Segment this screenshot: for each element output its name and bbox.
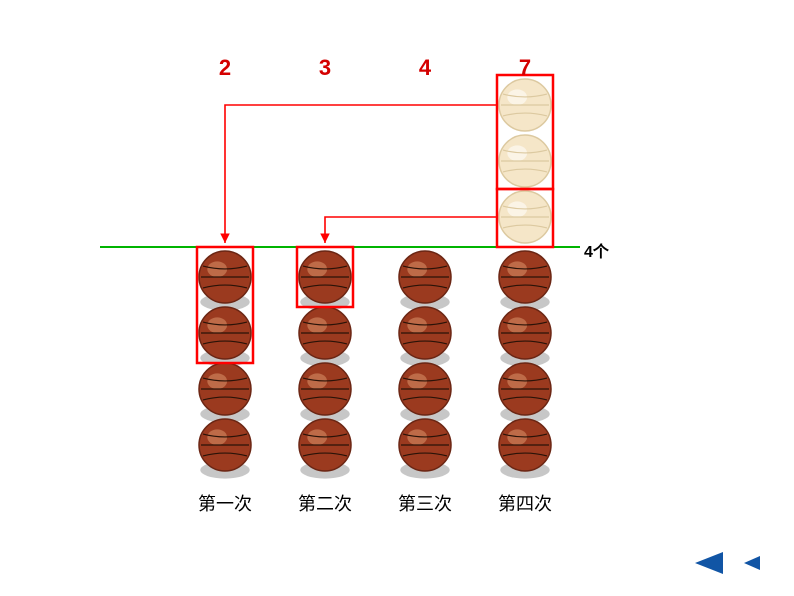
column-label: 第二次 — [298, 490, 352, 516]
basketball — [499, 307, 551, 367]
basketball-ghost — [499, 191, 551, 243]
column-count: 2 — [219, 55, 231, 81]
basketball-ghost — [499, 135, 551, 187]
basketball — [299, 307, 351, 367]
transfer-arrow — [325, 217, 497, 243]
column-label: 第四次 — [498, 490, 552, 516]
column-label: 第一次 — [198, 490, 252, 516]
basketball — [199, 307, 251, 367]
basketball — [399, 363, 451, 423]
basketball — [299, 363, 351, 423]
basketball — [499, 251, 551, 311]
column-count: 4 — [419, 55, 431, 81]
basketball — [199, 363, 251, 423]
nav-back-mini-button[interactable] — [744, 556, 760, 570]
basketball — [399, 419, 451, 479]
column-label: 第三次 — [398, 490, 452, 516]
basketball — [499, 419, 551, 479]
baseline-label: 4个 — [584, 238, 609, 262]
basketball — [399, 307, 451, 367]
diagram-canvas — [0, 0, 794, 596]
basketball — [199, 419, 251, 479]
basketball-ghost — [499, 79, 551, 131]
column-count: 7 — [519, 55, 531, 81]
basketball — [299, 251, 351, 311]
basketball — [399, 251, 451, 311]
basketball — [299, 419, 351, 479]
nav-back-button[interactable] — [695, 552, 723, 574]
basketball — [199, 251, 251, 311]
transfer-arrow — [225, 105, 497, 243]
basketball — [499, 363, 551, 423]
column-count: 3 — [319, 55, 331, 81]
